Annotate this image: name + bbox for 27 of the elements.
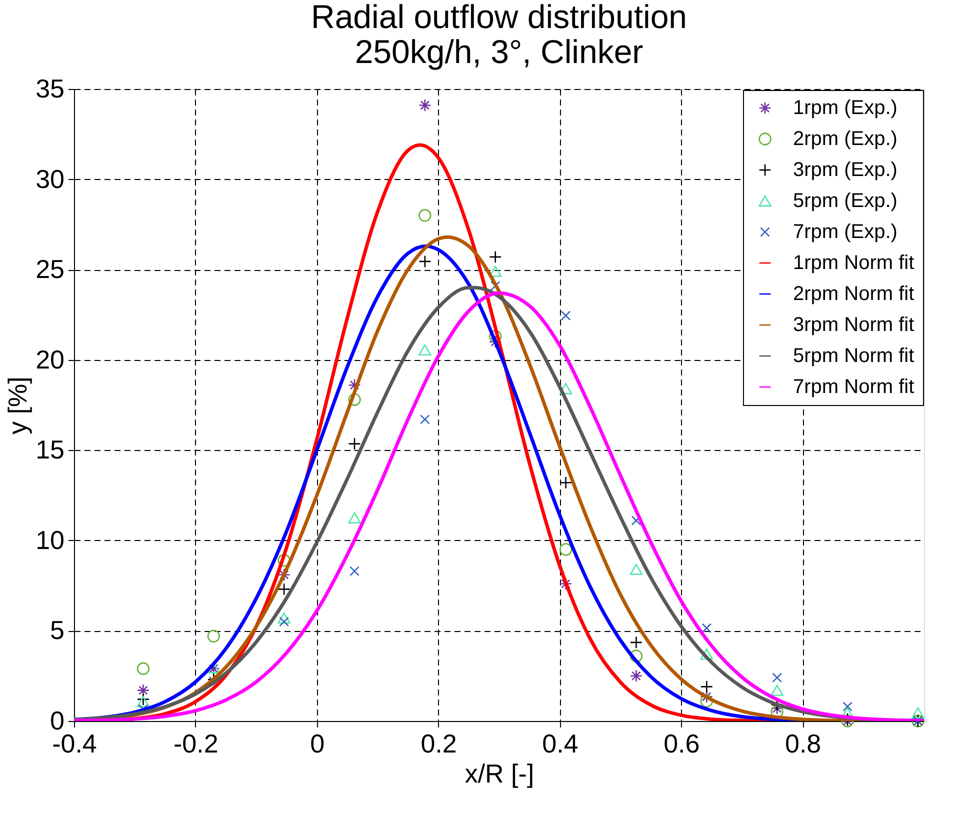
chart-subtitle: 250kg/h, 3°, Clinker (354, 33, 644, 70)
x-tick-label: 0.8 (784, 728, 822, 758)
x-tick-label: 0 (310, 728, 325, 758)
y-tick-label: 25 (36, 254, 64, 284)
legend-label: 1rpm (Exp.) (793, 97, 898, 119)
legend-label: 5rpm (Exp.) (793, 190, 898, 212)
x-tick-label: -0.2 (174, 728, 218, 758)
x-tick-label: 0.2 (420, 728, 457, 758)
x-axis-title: x/R [-] (464, 758, 534, 788)
legend-label: 2rpm Norm fit (793, 283, 915, 305)
y-axis-title: y [%] (2, 376, 33, 434)
y-tick-label: 30 (36, 164, 64, 194)
y-tick-label: 20 (36, 344, 64, 374)
x-tick-label: 0.6 (664, 728, 700, 758)
legend-label: 7rpm Norm fit (793, 376, 915, 398)
legend-label: 2rpm (Exp.) (793, 128, 898, 150)
legend-label: 1rpm Norm fit (793, 252, 915, 274)
y-tick-label: 15 (36, 434, 64, 465)
y-tick-label: 10 (36, 524, 64, 555)
legend-label: 7rpm (Exp.) (793, 221, 898, 243)
y-tick-label: 35 (36, 74, 64, 104)
chart-title: Radial outflow distribution (310, 0, 688, 35)
legend-label: 3rpm (Exp.) (793, 159, 898, 181)
legend-label: 3rpm Norm fit (793, 314, 915, 336)
x-tick-label: 0.4 (542, 728, 578, 758)
y-tick-label: 5 (50, 615, 64, 646)
legend-label: 5rpm Norm fit (793, 345, 915, 367)
